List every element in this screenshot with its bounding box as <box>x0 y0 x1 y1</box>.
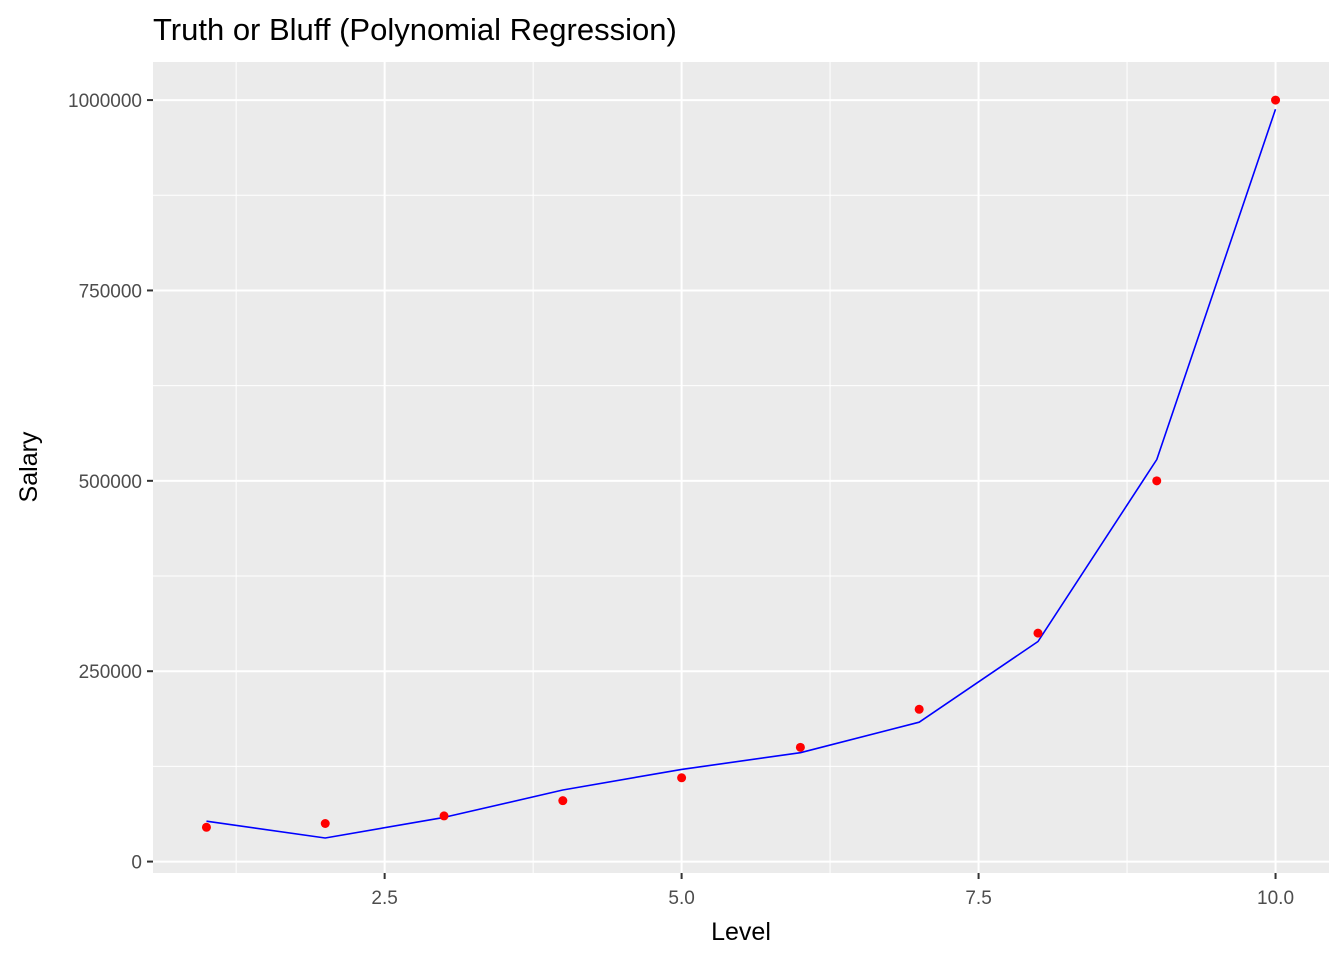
plot-panel <box>153 62 1329 873</box>
x-axis-title: Level <box>711 918 771 946</box>
chart-title: Truth or Bluff (Polynomial Regression) <box>153 12 677 47</box>
data-point <box>914 704 924 714</box>
x-tick-label: 5.0 <box>668 888 694 909</box>
data-point <box>439 811 449 821</box>
y-tick-label: 0 <box>131 853 142 874</box>
data-point <box>795 742 805 752</box>
y-axis-title: Salary <box>15 431 43 502</box>
data-point <box>677 773 687 783</box>
data-point <box>1271 95 1281 105</box>
minor-grid <box>153 62 1329 873</box>
x-tick-label: 2.5 <box>371 888 397 909</box>
major-grid <box>153 62 1329 873</box>
x-tick-label: 10.0 <box>1257 888 1294 909</box>
data-point <box>201 822 211 832</box>
regression-line <box>206 108 1277 839</box>
data-point <box>1033 628 1043 638</box>
y-tick-label: 500000 <box>79 472 142 493</box>
data-point <box>320 819 330 829</box>
x-tick-label: 7.5 <box>965 888 991 909</box>
y-tick-label: 1000000 <box>68 91 142 112</box>
x-axis-ticks: 2.5 5.0 7.5 10.0 <box>371 873 1294 909</box>
y-axis-ticks: 0 250000 500000 750000 1000000 <box>68 91 153 874</box>
y-tick-label: 750000 <box>79 281 142 302</box>
data-point <box>1152 476 1162 486</box>
y-tick-label: 250000 <box>79 662 142 683</box>
series-layer <box>201 95 1281 839</box>
data-point <box>558 796 568 806</box>
